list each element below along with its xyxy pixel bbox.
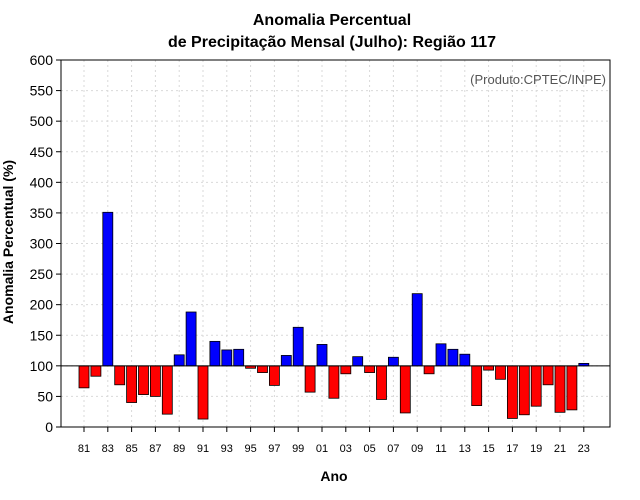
bar-98 xyxy=(280,355,292,367)
bar-16 xyxy=(495,365,506,380)
bar-00 xyxy=(304,365,316,393)
bar-85 xyxy=(126,365,137,403)
bar-93 xyxy=(221,349,233,367)
bar-09 xyxy=(411,293,423,367)
x-tick-label: 95 xyxy=(244,443,256,455)
bar-03 xyxy=(340,365,352,375)
bar-81 xyxy=(78,365,90,389)
bar-13 xyxy=(459,353,471,367)
bar-94 xyxy=(233,348,245,367)
y-tick-label: 350 xyxy=(30,205,54,221)
bar-99 xyxy=(292,326,304,367)
bar-21 xyxy=(554,365,566,413)
y-tick-label: 150 xyxy=(30,327,54,343)
y-tick-label: 50 xyxy=(37,388,53,404)
bar-91 xyxy=(197,365,209,420)
x-tick-label: 13 xyxy=(459,443,471,455)
x-tick-label: 17 xyxy=(506,443,518,455)
y-axis-ticks: 0 50 100 150 200 250 300 350 400 450 500 550 600 xyxy=(30,52,61,435)
x-axis-ticks: 81 83 85 87 89 91 93 95 97 99 01 03 05 07 09 11 13 15 17 19… xyxy=(78,427,590,455)
bar-19 xyxy=(530,365,542,407)
bar-02 xyxy=(328,365,340,399)
x-axis-label: Ano xyxy=(320,468,347,484)
bar-14 xyxy=(471,365,483,406)
source-annotation: (Produto:CPTEC/INPE) xyxy=(470,72,606,87)
bar-89 xyxy=(173,354,185,367)
x-tick-label: 11 xyxy=(435,443,446,455)
x-tick-label: 05 xyxy=(363,443,375,455)
y-tick-label: 0 xyxy=(45,419,53,435)
x-tick-label: 99 xyxy=(292,443,304,455)
x-tick-label: 85 xyxy=(125,443,137,455)
x-tick-label: 83 xyxy=(102,443,114,455)
bar-06 xyxy=(376,365,387,400)
bar-83 xyxy=(102,211,114,367)
bar-04 xyxy=(352,356,364,367)
bar-90 xyxy=(185,311,197,367)
bar-18 xyxy=(518,365,530,416)
bar-12 xyxy=(447,348,459,367)
bar-82 xyxy=(90,365,102,377)
y-tick-label: 550 xyxy=(30,83,54,99)
y-tick-label: 500 xyxy=(30,113,54,129)
y-axis-label: Anomalia Percentual (%) xyxy=(0,160,16,324)
x-tick-label: 07 xyxy=(387,443,399,455)
x-tick-label: 15 xyxy=(482,443,494,455)
x-tick-label: 91 xyxy=(197,443,209,455)
x-tick-label: 87 xyxy=(149,443,161,455)
y-tick-label: 450 xyxy=(30,144,54,160)
chart-title-line2: de Precipitação Mensal (Julho): Região 1… xyxy=(168,34,496,51)
bar-84 xyxy=(114,365,126,386)
y-tick-label: 600 xyxy=(30,52,54,68)
y-tick-label: 300 xyxy=(30,236,54,252)
bar-10 xyxy=(423,365,435,375)
x-tick-label: 03 xyxy=(340,443,352,455)
bar-17 xyxy=(506,365,518,419)
x-tick-label: 21 xyxy=(554,443,566,455)
y-tick-label: 400 xyxy=(30,174,54,190)
y-tick-label: 250 xyxy=(30,266,54,282)
bar-87 xyxy=(149,365,161,397)
x-tick-label: 19 xyxy=(530,443,542,455)
bar-20 xyxy=(542,365,554,386)
bar-08 xyxy=(399,365,411,414)
bar-11 xyxy=(435,343,447,367)
x-tick-label: 97 xyxy=(268,443,280,455)
bar-15 xyxy=(483,365,495,371)
chart-title-line1: Anomalia Percentual xyxy=(253,12,411,29)
bar-97 xyxy=(268,365,280,386)
x-tick-label: 01 xyxy=(316,443,328,455)
x-tick-label: 89 xyxy=(173,443,185,455)
y-tick-label: 200 xyxy=(30,297,54,313)
x-tick-label: 09 xyxy=(411,443,423,455)
bar-96 xyxy=(257,365,268,373)
x-tick-label: 23 xyxy=(578,443,590,455)
x-tick-label: 93 xyxy=(221,443,233,455)
bars-layer xyxy=(78,211,590,420)
bar-88 xyxy=(161,365,173,415)
bar-05 xyxy=(364,365,376,373)
y-tick-label: 100 xyxy=(30,358,54,374)
bar-01 xyxy=(316,344,328,367)
bar-92 xyxy=(209,340,221,367)
x-tick-label: 81 xyxy=(78,443,90,455)
bar-86 xyxy=(138,365,149,395)
bar-07 xyxy=(387,356,399,367)
bar-22 xyxy=(566,365,578,411)
